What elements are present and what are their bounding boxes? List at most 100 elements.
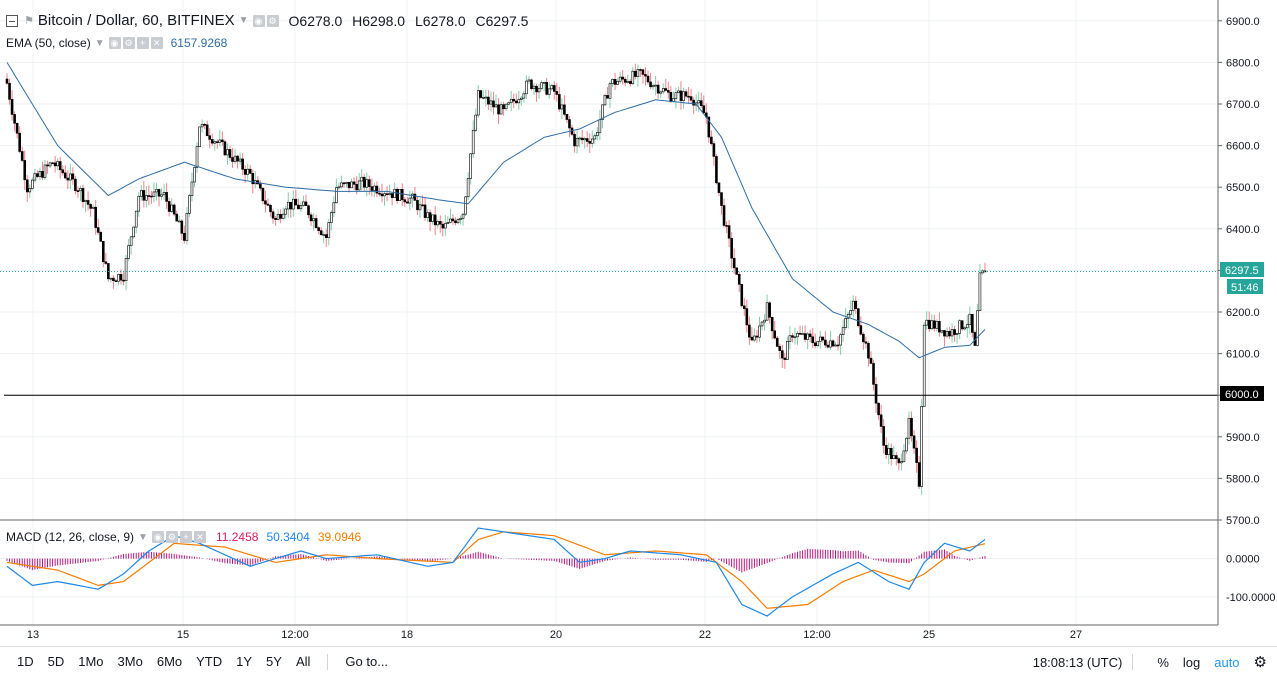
candle [836, 336, 840, 351]
candle [851, 295, 855, 318]
price-tick-label: 6500.0 [1226, 182, 1260, 194]
gear-icon[interactable]: ⚙ [165, 531, 178, 543]
candle [436, 219, 440, 229]
time-tick-label: 18 [401, 629, 413, 641]
candle [824, 331, 827, 349]
clock-label[interactable]: 18:08:13 (UTC) [1032, 654, 1123, 670]
candle [271, 209, 275, 224]
range-button-ytd[interactable]: YTD [196, 654, 223, 669]
close-icon[interactable]: ✕ [193, 531, 206, 543]
candle [666, 81, 670, 99]
candle [704, 103, 708, 124]
candle [565, 113, 569, 124]
candle [327, 218, 331, 246]
candle [801, 325, 804, 336]
candle [525, 75, 528, 100]
candle [912, 430, 916, 454]
settings-gear-icon[interactable]: ⚙ [1253, 654, 1267, 671]
close-icon[interactable]: ✕ [150, 37, 163, 49]
chevron-down-icon[interactable]: ▼ [238, 15, 249, 26]
goto-button[interactable]: Go to... [345, 654, 389, 669]
range-button-1mo[interactable]: 1Mo [78, 654, 104, 669]
range-button-all[interactable]: All [295, 654, 311, 669]
macd-label[interactable]: MACD (12, 26, close, 9) [6, 530, 135, 544]
candle [694, 94, 698, 112]
candle [783, 353, 787, 369]
candle [882, 418, 885, 454]
candle [611, 78, 614, 87]
candle [889, 443, 893, 466]
macd-signal-line [6, 531, 986, 609]
percent-toggle[interactable]: % [1157, 654, 1169, 670]
candle [170, 198, 173, 214]
range-button-6mo[interactable]: 6Mo [156, 654, 183, 669]
candle [654, 75, 657, 96]
range-button-5y[interactable]: 5Y [266, 654, 282, 669]
candle [834, 341, 837, 347]
candle [236, 154, 239, 169]
range-button-1d[interactable]: 1D [17, 654, 34, 669]
candle [279, 209, 282, 224]
range-button-3mo[interactable]: 3Mo [117, 654, 143, 669]
candle [31, 177, 34, 191]
candle [431, 214, 434, 225]
candle [218, 130, 222, 147]
candle [760, 321, 764, 331]
symbol-title[interactable]: Bitcoin / Dollar, 60, BITFINEX [37, 12, 235, 29]
candle [134, 210, 138, 234]
log-toggle[interactable]: log [1182, 654, 1201, 670]
candle [644, 66, 647, 86]
candle [854, 296, 858, 315]
candle [590, 130, 594, 148]
candle [628, 79, 632, 87]
candle [953, 325, 956, 342]
candle [512, 93, 516, 109]
candle [383, 191, 386, 206]
gear-icon[interactable]: ⚙ [266, 14, 279, 27]
candle [808, 329, 812, 343]
time-tick-label: 15 [177, 629, 189, 641]
candle [172, 203, 176, 217]
collapse-icon[interactable] [6, 14, 18, 27]
candle [228, 145, 232, 161]
candle [737, 271, 741, 293]
plus-icon[interactable]: + [136, 37, 149, 49]
candle [661, 83, 665, 94]
candle [215, 139, 219, 149]
eye-icon[interactable]: ◉ [108, 37, 121, 49]
candle [608, 80, 612, 109]
range-button-5d[interactable]: 5D [47, 654, 65, 669]
gear-icon[interactable]: ⚙ [122, 37, 135, 49]
candle [768, 301, 771, 324]
chevron-down-icon[interactable]: ▼ [138, 531, 148, 543]
candle [965, 314, 969, 338]
candle [829, 330, 832, 351]
candle [846, 311, 850, 329]
ema-label[interactable]: EMA (50, close) [6, 36, 91, 50]
eye-icon[interactable]: ◉ [151, 531, 164, 543]
candle [558, 86, 561, 112]
candle [684, 89, 688, 99]
eye-icon[interactable]: ◉ [252, 14, 265, 27]
candle [195, 142, 199, 173]
candle [547, 82, 551, 99]
price-tick-label: 5900.0 [1226, 432, 1260, 444]
flag-icon[interactable]: ⚑ [24, 15, 34, 27]
plus-icon[interactable]: + [179, 531, 192, 543]
time-tick-label: 13 [27, 629, 39, 641]
candle [124, 254, 128, 291]
candle [408, 190, 412, 211]
candle [368, 175, 371, 195]
candle [806, 331, 809, 350]
candle [58, 156, 62, 179]
candle [983, 262, 987, 273]
range-button-1y[interactable]: 1Y [236, 654, 253, 669]
price-tick-label: 5800.0 [1226, 473, 1260, 485]
auto-toggle[interactable]: auto [1214, 654, 1240, 670]
chevron-down-icon[interactable]: ▼ [94, 37, 105, 49]
candle [122, 272, 125, 286]
macd-legend: MACD (12, 26, close, 9) ▼ ◉ ⚙ + ✕ 11.245… [6, 530, 361, 544]
candle [935, 319, 939, 332]
candle [185, 207, 189, 245]
